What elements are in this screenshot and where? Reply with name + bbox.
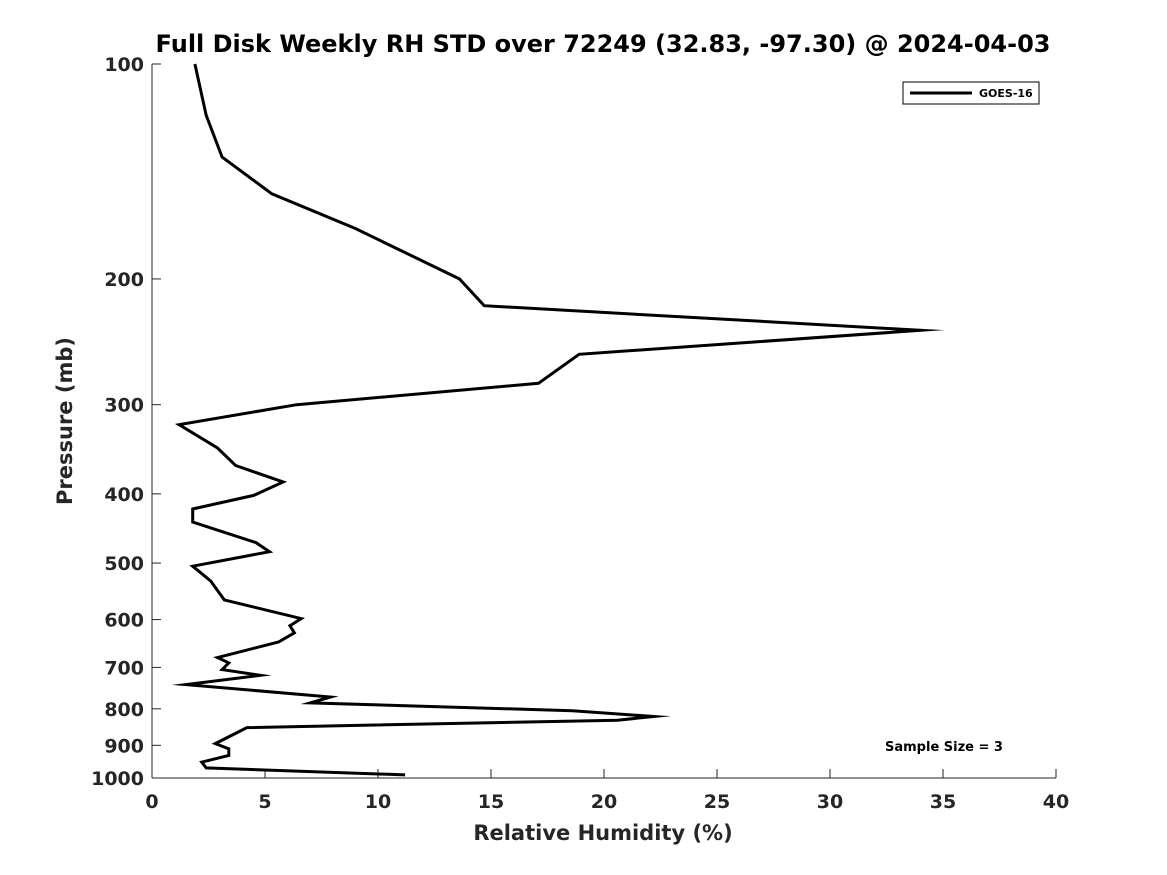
series-line-goes-16 (171, 63, 945, 777)
y-tick-label: 300 (104, 395, 144, 417)
x-tick-label: 25 (704, 791, 730, 813)
legend-label-goes-16: GOES-16 (979, 87, 1033, 100)
x-tick-label: 15 (478, 791, 504, 813)
y-tick-label: 800 (104, 699, 144, 721)
y-tick-label: 600 (104, 610, 144, 632)
x-tick-label: 30 (817, 791, 843, 813)
chart-title: Full Disk Weekly RH STD over 72249 (32.8… (156, 30, 1051, 58)
y-tick-label: 900 (104, 735, 144, 757)
series-layer (171, 63, 945, 777)
y-tick-label: 500 (104, 553, 144, 575)
sample-size-annotation: Sample Size = 3 (885, 740, 1003, 755)
y-tick-label: 1000 (91, 768, 144, 790)
x-tick-label: 40 (1043, 791, 1069, 813)
x-axis-label: Relative Humidity (%) (473, 821, 732, 845)
y-tick-label: 100 (104, 54, 144, 76)
y-axis-label: Pressure (mb) (53, 337, 77, 505)
legend: GOES-16 (902, 81, 1040, 105)
axes: 0 5 10 15 20 25 30 35 40 100 200 300 400 500 600 700 800… (91, 54, 1069, 813)
x-tick-label: 5 (258, 791, 271, 813)
y-tick-label: 700 (104, 657, 144, 679)
x-tick-label: 20 (591, 791, 617, 813)
x-tick-label: 35 (930, 791, 956, 813)
x-tick-label: 0 (145, 791, 158, 813)
x-tick-label: 10 (365, 791, 391, 813)
y-tick-label: 400 (104, 484, 144, 506)
y-tick-label: 200 (104, 269, 144, 291)
